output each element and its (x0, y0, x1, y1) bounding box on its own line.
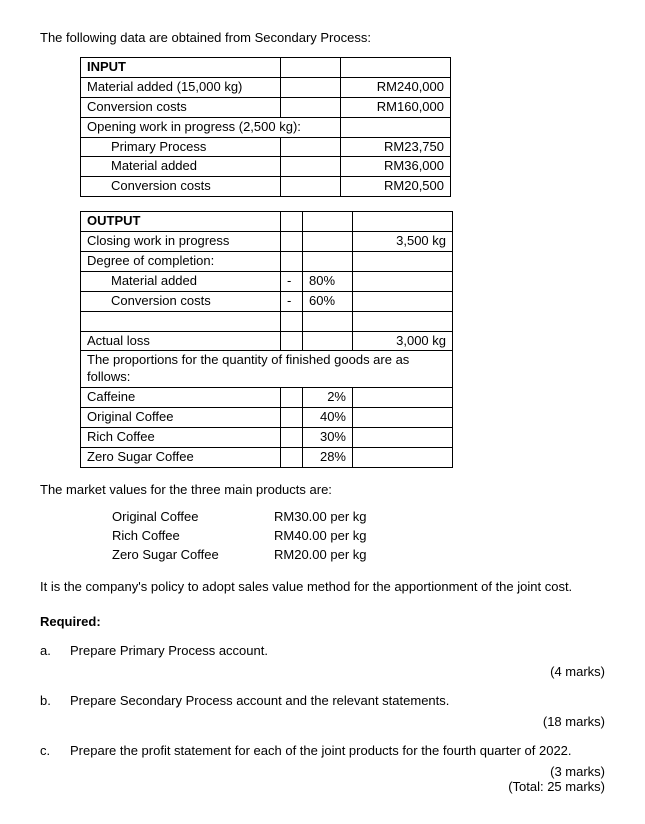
dash: - (281, 291, 303, 311)
input-row-value: RM20,500 (341, 177, 451, 197)
proportion-text: The proportions for the quantity of fini… (81, 351, 453, 388)
market-value: RM40.00 per kg (274, 528, 387, 545)
total-marks: (Total: 25 marks) (40, 779, 605, 794)
req-marks: (4 marks) (40, 664, 605, 679)
cwip-label: Closing work in progress (81, 232, 281, 252)
proportion-pct: 28% (303, 447, 353, 467)
req-text: Prepare the profit statement for each of… (70, 743, 605, 758)
input-row-label: Primary Process (81, 137, 281, 157)
input-row-value: RM240,000 (341, 77, 451, 97)
market-intro: The market values for the three main pro… (40, 482, 605, 497)
intro-text: The following data are obtained from Sec… (40, 30, 605, 45)
input-row-label: Material added (81, 157, 281, 177)
proportion-label: Zero Sugar Coffee (81, 447, 281, 467)
input-header: INPUT (81, 58, 281, 78)
req-letter: c. (40, 743, 70, 758)
market-value: RM30.00 per kg (274, 509, 387, 526)
proportion-pct: 2% (303, 388, 353, 408)
requirement-item: a. Prepare Primary Process account. (40, 643, 605, 658)
proportion-label: Caffeine (81, 388, 281, 408)
input-row-value: RM36,000 (341, 157, 451, 177)
actual-loss-label: Actual loss (81, 331, 281, 351)
input-row-value: RM23,750 (341, 137, 451, 157)
output-table: OUTPUT Closing work in progress 3,500 kg… (80, 211, 453, 468)
input-row-label: Opening work in progress (2,500 kg): (81, 117, 341, 137)
input-row-label: Conversion costs (81, 97, 281, 117)
proportion-pct: 40% (303, 408, 353, 428)
req-letter: a. (40, 643, 70, 658)
market-label: Zero Sugar Coffee (112, 547, 272, 564)
proportion-label: Rich Coffee (81, 428, 281, 448)
degree-pct: 60% (303, 291, 353, 311)
input-row-label: Material added (15,000 kg) (81, 77, 281, 97)
market-values-table: Original Coffee RM30.00 per kg Rich Coff… (110, 507, 389, 566)
required-label: Required: (40, 614, 605, 629)
input-row-label: Conversion costs (81, 177, 281, 197)
proportion-label: Original Coffee (81, 408, 281, 428)
req-marks: (3 marks) (40, 764, 605, 779)
market-label: Rich Coffee (112, 528, 272, 545)
degree-item-label: Material added (81, 271, 281, 291)
proportion-pct: 30% (303, 428, 353, 448)
dash: - (281, 271, 303, 291)
output-header: OUTPUT (81, 212, 281, 232)
policy-text: It is the company's policy to adopt sale… (40, 579, 605, 594)
market-label: Original Coffee (112, 509, 272, 526)
market-value: RM20.00 per kg (274, 547, 387, 564)
input-row-value: RM160,000 (341, 97, 451, 117)
degree-label: Degree of completion: (81, 252, 281, 272)
input-table: INPUT Material added (15,000 kg) RM240,0… (80, 57, 451, 197)
req-marks: (18 marks) (40, 714, 605, 729)
cwip-value: 3,500 kg (353, 232, 453, 252)
input-row-value (341, 117, 451, 137)
actual-loss-value: 3,000 kg (353, 331, 453, 351)
degree-pct: 80% (303, 271, 353, 291)
requirement-item: c. Prepare the profit statement for each… (40, 743, 605, 758)
req-text: Prepare Primary Process account. (70, 643, 605, 658)
degree-item-label: Conversion costs (81, 291, 281, 311)
